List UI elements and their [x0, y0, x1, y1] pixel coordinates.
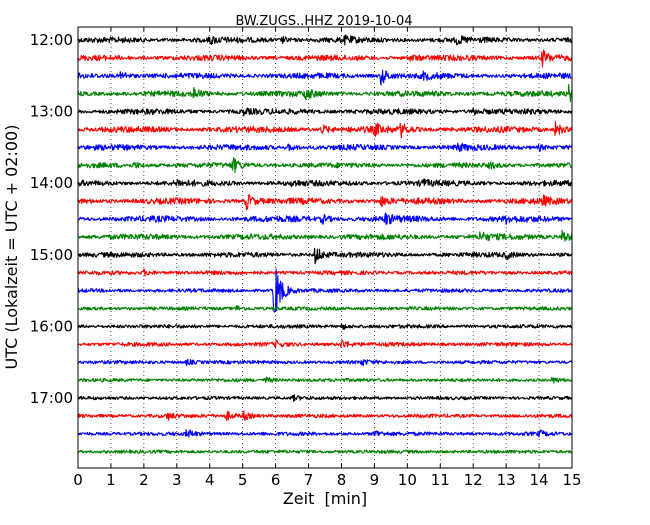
seismic-trace [77, 120, 573, 139]
x-tick-label: 1 [106, 471, 116, 489]
seismic-trace [77, 394, 573, 403]
x-tick-label: 6 [271, 471, 281, 489]
x-tick-label: 2 [139, 471, 149, 489]
x-tick-label: 12 [464, 471, 483, 489]
x-tick-label: 4 [205, 471, 215, 489]
y-axis-label: UTC (Lokalzeit = UTC + 02:00) [2, 125, 21, 370]
seismic-trace [77, 69, 573, 86]
x-tick-label: 14 [530, 471, 549, 489]
x-tick-label: 7 [304, 471, 314, 489]
y-tick-label: 14:00 [30, 174, 73, 192]
trace-layer [77, 34, 573, 454]
seismic-trace [77, 212, 573, 225]
seismic-trace [77, 304, 573, 311]
y-tick-label: 16:00 [30, 317, 73, 335]
y-tick-label: 15:00 [30, 246, 73, 264]
seismic-trace [77, 268, 573, 313]
seismic-trace [77, 428, 573, 438]
x-tick-label: 15 [562, 471, 581, 489]
y-tick-label: 12:00 [30, 31, 73, 49]
x-tick-label: 10 [398, 471, 417, 489]
x-tick-label: 11 [431, 471, 450, 489]
x-tick-label: 13 [497, 471, 516, 489]
seismic-trace [77, 229, 573, 242]
seismic-trace [77, 178, 573, 188]
seismic-trace [77, 449, 573, 454]
seismic-trace [77, 194, 573, 211]
seismic-trace [77, 323, 573, 330]
y-axis-ticks: 12:00 13:00 14:00 15:00 16:00 17:00 [30, 31, 572, 407]
vertical-grid [110, 27, 540, 468]
seismic-trace [77, 83, 573, 103]
x-tick-label: 3 [172, 471, 182, 489]
x-tick-label: 8 [337, 471, 347, 489]
x-axis-label: Zeit [min] [283, 489, 367, 508]
seismic-trace [77, 376, 573, 384]
seismic-trace [77, 339, 573, 349]
seismic-trace [77, 49, 573, 68]
chart-title: BW.ZUGS..HHZ 2019-10-04 [235, 14, 412, 29]
seismic-trace [77, 142, 573, 153]
seismic-trace [77, 34, 573, 46]
seismic-trace [77, 358, 573, 367]
x-tick-label: 9 [370, 471, 380, 489]
plot-frame [77, 26, 573, 469]
seismic-trace [77, 268, 573, 277]
y-tick-label: 13:00 [30, 103, 73, 121]
x-axis-ticks: 0 1 2 3 4 5 6 7 8 9 10 11 12 13 14 15 [73, 27, 582, 489]
x-tick-label: 0 [73, 471, 83, 489]
x-tick-label: 5 [238, 471, 248, 489]
y-tick-label: 17:00 [30, 389, 73, 407]
seismic-trace [77, 107, 573, 117]
seismic-trace [77, 410, 573, 422]
seismic-trace [77, 156, 573, 174]
seismic-trace [77, 247, 573, 265]
